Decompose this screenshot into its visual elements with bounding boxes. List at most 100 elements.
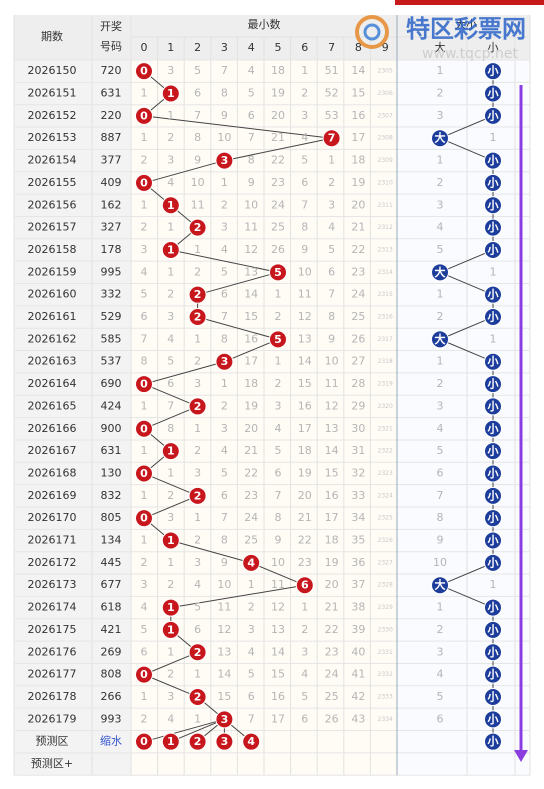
bs-ball [484,687,502,706]
cell: 2332 [378,671,393,678]
cell: 4 [301,668,308,681]
logo [363,23,381,41]
cell: 11 [298,288,312,301]
bs-ball [431,263,449,282]
cell: 2307 [378,112,393,119]
hit-ball [135,464,153,483]
trend-line [143,160,225,184]
cell: 4 [167,332,174,345]
trend-line [197,271,279,296]
cell: 2319 [378,381,393,388]
trend-line [170,249,279,273]
bs-line [439,584,494,609]
bs-count: 2 [437,310,444,323]
cell: 2 [167,288,174,301]
cell: 6 [275,466,282,479]
hit-ball-label: 2 [194,489,202,502]
cell: 2333 [378,693,393,700]
cell: 1 [167,645,174,658]
bs-ball [484,240,502,259]
cell: 11 [217,601,231,614]
hit-ball [161,442,180,461]
hit-ball [242,553,261,572]
bs-count: 6 [437,712,444,725]
prediction-plus: 预测区+ [31,757,73,770]
cell: 2 [301,623,308,636]
cell: 31 [351,444,365,457]
bs-ball [431,576,449,595]
cell: 6 [301,176,308,189]
cell: 21 [325,601,339,614]
cell: 21 [298,511,312,524]
cell: 13 [244,265,258,278]
hit-ball-label: 1 [167,623,175,636]
cell: 1 [194,243,201,256]
cell: 16 [351,109,365,122]
cell: 21 [351,221,365,234]
cell: 5 [301,154,308,167]
hit-ball [269,263,287,282]
cell: 26 [271,243,285,256]
hit-ball-label: 1 [167,243,175,256]
cell: 1 [141,534,148,547]
hit-ball [215,710,234,729]
bs-ball-label: 小 [487,645,499,659]
bs-ball [431,330,449,349]
draw-number: 409 [101,176,122,189]
cell: 5 [221,265,228,278]
cell: 2309 [378,157,393,164]
draw-number: 900 [101,422,122,435]
cell: 20 [244,422,258,435]
bs-ball [484,397,502,416]
cell: 34 [351,511,365,524]
cell: 16 [244,332,258,345]
cell: 2320 [378,403,393,410]
bs-line [439,338,494,363]
bs-ball [484,665,502,684]
cell: 1 [301,64,308,77]
bs-count: 1 [490,332,497,345]
hit-ball [215,151,234,170]
cell: 2312 [378,224,393,231]
cell: 2 [221,399,228,412]
cell: 1 [275,355,282,368]
cell: 2 [194,265,201,278]
bs-ball-label: 大 [435,265,446,279]
issue: 2026177 [28,668,77,681]
bs-ball [484,620,502,639]
bs-count: 1 [437,355,444,368]
cell: 1 [167,556,174,569]
cell: 8 [167,422,174,435]
hit-ball-label: 2 [194,311,202,324]
hit-ball-label: 2 [194,646,202,659]
bs-ball [484,151,502,170]
bs-ball [484,218,502,237]
cell: 2 [248,601,255,614]
cell: 15 [217,690,231,703]
hit-ball-label: 1 [167,87,175,100]
cell: 18 [271,64,285,77]
cell: 19 [351,176,365,189]
issue: 2026154 [28,154,77,167]
cell: 38 [351,601,365,614]
cell: 24 [351,288,365,301]
bs-count: 3 [437,645,444,658]
bs-ball [484,84,502,103]
bs-ball-label: 小 [487,689,499,703]
prediction-ball-label: 3 [221,735,229,748]
cell: 1 [221,377,228,390]
cell: 10 [217,578,231,591]
bs-ball-label: 小 [487,712,499,726]
cell: 2 [141,154,148,167]
bs-ball [484,285,502,304]
hit-ball [135,62,153,81]
cell: 2 [194,534,201,547]
cell: 3 [194,556,201,569]
cell: 2 [167,668,174,681]
issue: 2026162 [28,332,77,345]
cell: 29 [351,399,365,412]
draw-number: 529 [101,310,122,323]
cell: 3 [301,645,308,658]
cell: 7 [221,64,228,77]
cell: 1 [194,668,201,681]
